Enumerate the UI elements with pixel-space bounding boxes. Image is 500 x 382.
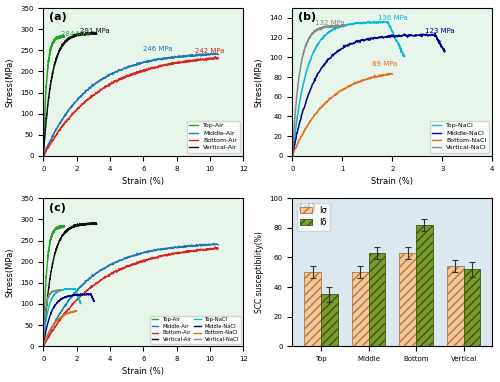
Text: 246 MPa: 246 MPa	[144, 46, 173, 52]
Bar	[464, 269, 480, 346]
X-axis label: Strain (%): Strain (%)	[122, 367, 164, 376]
Text: (b): (b)	[298, 13, 316, 23]
Text: 123 MPa: 123 MPa	[425, 28, 454, 34]
Text: 242 MPa: 242 MPa	[195, 48, 224, 54]
Y-axis label: Stress(MPa): Stress(MPa)	[254, 57, 264, 107]
Y-axis label: Stress(MPa): Stress(MPa)	[6, 57, 15, 107]
Legend: Iσ, Iδ: Iσ, Iδ	[296, 202, 330, 230]
Text: 89 MPa: 89 MPa	[372, 61, 398, 67]
Text: (a): (a)	[50, 13, 67, 23]
Legend: Top-Air, Middle-Air, Bottom-Air, Vertical-Air, Top-NaCl, Middle-NaCl, Bottom-NaC: Top-Air, Middle-Air, Bottom-Air, Vertica…	[150, 316, 240, 343]
Bar	[368, 253, 385, 346]
Legend: Top-NaCl, Middle-NaCl, Bottom-NaCl, Vertical-NaCl: Top-NaCl, Middle-NaCl, Bottom-NaCl, Vert…	[430, 121, 489, 153]
Bar	[304, 272, 321, 346]
Text: (c): (c)	[50, 203, 66, 213]
Text: 136 MPa: 136 MPa	[378, 15, 408, 21]
Bar	[416, 225, 433, 346]
Bar	[447, 266, 464, 346]
X-axis label: Strain (%): Strain (%)	[372, 177, 414, 186]
Text: 284 MPa: 284 MPa	[61, 31, 90, 37]
Text: 291 MPa: 291 MPa	[80, 28, 110, 34]
Bar	[400, 253, 416, 346]
Y-axis label: SCC susceptibility(%): SCC susceptibility(%)	[254, 231, 264, 313]
Text: (d): (d)	[298, 203, 316, 213]
Legend: Top-Air, Middle-Air, Bottom-Air, Vertical-Air: Top-Air, Middle-Air, Bottom-Air, Vertica…	[187, 121, 240, 153]
X-axis label: Strain (%): Strain (%)	[122, 177, 164, 186]
Y-axis label: Stress(MPa): Stress(MPa)	[6, 248, 15, 297]
Bar	[321, 295, 338, 346]
Bar	[352, 272, 368, 346]
Text: 132 MPa: 132 MPa	[315, 20, 344, 26]
